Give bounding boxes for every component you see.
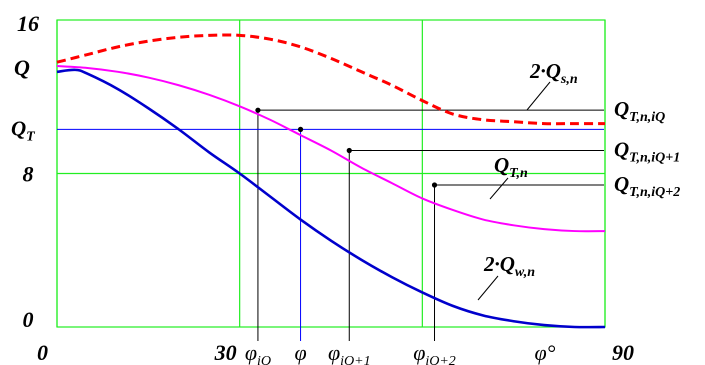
intersection-point	[255, 107, 261, 113]
right-label-1: QT,n,iQ+1	[614, 137, 680, 165]
x-tick-label: 90	[612, 340, 634, 365]
label-2qs: 2·Qs,n	[529, 59, 578, 87]
tick-phi-iq2: φiQ+2	[413, 340, 456, 365]
x-axis-label: φ°	[535, 340, 556, 365]
intersection-point	[297, 126, 304, 132]
series-qt	[56, 65, 606, 233]
series-2qs	[56, 33, 605, 126]
leader-2qs	[526, 81, 551, 111]
x-tick-label: 30	[214, 340, 237, 365]
label-qtn: QT,n	[494, 153, 528, 181]
chart-labels: 0 30 90 0 8 16 Qφ° φiQ φ φiQ+1 φiQ+2 QT,n,iQ QT,n,iQ…	[11, 11, 680, 365]
label-2qw: 2·Qw,n	[483, 252, 535, 280]
guide-lines	[57, 81, 604, 341]
leader-qtn	[489, 177, 509, 200]
y-tick-label: 8	[23, 162, 34, 187]
y-tick-label: 0	[23, 307, 34, 332]
right-label-2: QT,n,iQ+2	[614, 172, 680, 200]
qt-label: QT	[11, 116, 36, 144]
tick-phi-iq: φiQ	[245, 340, 271, 365]
right-label-0: QT,n,iQ	[614, 97, 665, 125]
tick-phi: φ	[294, 340, 306, 365]
x-tick-label: 0	[37, 340, 48, 365]
series-lines	[56, 33, 606, 329]
series-2qw	[56, 68, 606, 329]
grid	[56, 19, 606, 328]
y-tick-label: 16	[17, 11, 39, 36]
intersection-point	[346, 147, 352, 154]
tick-phi-iq1: φiQ+1	[328, 340, 371, 365]
intersection-points	[255, 107, 438, 188]
leader-2qw	[477, 275, 499, 301]
intersection-point	[431, 182, 438, 188]
y-axis-label: Q	[14, 55, 30, 80]
